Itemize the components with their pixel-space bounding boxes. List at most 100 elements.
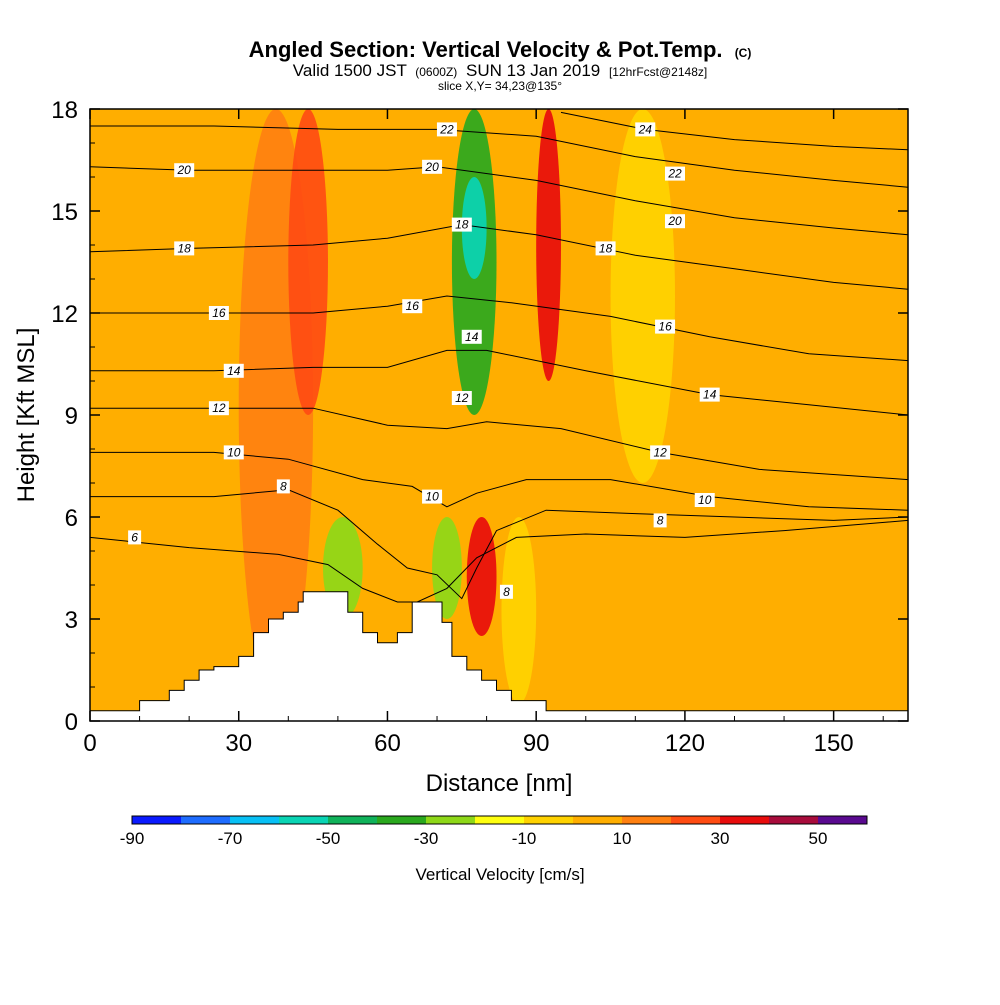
contour-label-bg-21 xyxy=(595,241,616,256)
colorbar-tick--10: -10 xyxy=(512,829,537,848)
contour-label-bg-6 xyxy=(174,241,195,256)
contour-label-1: 8 xyxy=(280,479,287,493)
colorbar-swatch-6 xyxy=(426,816,475,824)
subtitle-utc: (0600Z) xyxy=(415,65,457,79)
y-tick-label-12: 12 xyxy=(51,301,78,328)
colorbar-swatch-3 xyxy=(279,816,328,824)
title-main: Angled Section: Vertical Velocity & Pot.… xyxy=(249,37,723,62)
contour-label-16: 8 xyxy=(657,513,664,527)
subtitle-date: SUN 13 Jan 2019 xyxy=(466,61,600,80)
colorbar-tick--50: -50 xyxy=(316,829,341,848)
contour-label-bg-14 xyxy=(422,159,443,174)
x-axis: 0 30 60 90 120 150 xyxy=(83,109,884,757)
contour-label-4: 14 xyxy=(227,364,241,378)
contour-label-2: 10 xyxy=(227,445,241,459)
y-tick-label-3: 3 xyxy=(65,607,78,634)
y-axis-label: Height [Kft MSL] xyxy=(13,328,40,503)
subtitle-valid: Valid 1500 JST xyxy=(293,61,407,80)
y-axis: 0 3 6 9 12 15 18 xyxy=(51,97,908,736)
x-tick-label-0: 0 xyxy=(83,730,96,757)
contour-label-20: 16 xyxy=(658,320,672,334)
contour-label-13: 18 xyxy=(455,218,469,232)
isentrope-22 xyxy=(90,125,908,188)
isentrope-14 xyxy=(90,349,908,416)
contour-label-bg-18 xyxy=(650,445,671,460)
contour-label-bg-24 xyxy=(635,122,656,137)
colorbar-tick-30: 30 xyxy=(711,829,730,848)
y-tick-label-18: 18 xyxy=(51,97,78,124)
isentrope-20 xyxy=(90,166,908,236)
x-tick-label-30: 30 xyxy=(225,730,252,757)
velocity-cell-6 xyxy=(466,517,497,636)
contour-label-bg-16 xyxy=(653,513,667,528)
velocity-cell-5 xyxy=(461,177,487,279)
contour-label-24: 24 xyxy=(638,122,653,136)
slice-label: slice X,Y= 34,23@135° xyxy=(438,79,562,93)
x-tick-label-150: 150 xyxy=(814,730,854,757)
velocity-cell-8 xyxy=(501,517,537,704)
colorbar-tick-50: 50 xyxy=(809,829,828,848)
isentrope-18 xyxy=(90,224,908,290)
colorbar-swatch-5 xyxy=(377,816,426,824)
velocity-cell-1 xyxy=(288,109,328,415)
contour-label-7: 20 xyxy=(177,163,192,177)
contour-labels: 6 8 10 12 14 16 18 20 8 10 12 14 16 18 20 22 8 10 12 14 16 18… xyxy=(128,122,720,599)
terrain-profile xyxy=(90,591,908,721)
contour-label-21: 18 xyxy=(599,241,613,255)
y-tick-label-6: 6 xyxy=(65,505,78,532)
colorbar-swatch-7 xyxy=(475,816,524,824)
contour-label-bg-17 xyxy=(694,493,715,507)
colorbar-tick-10: 10 xyxy=(613,829,632,848)
contour-label-bg-19 xyxy=(699,387,720,402)
contour-label-10: 12 xyxy=(455,391,469,405)
contour-label-0: 6 xyxy=(131,530,138,544)
colorbar-swatch-10 xyxy=(622,816,671,824)
x-tick-label-90: 90 xyxy=(523,730,550,757)
contour-label-bg-15 xyxy=(436,122,457,137)
contour-label-bg-22 xyxy=(664,214,685,229)
y-tick-label-15: 15 xyxy=(51,199,78,226)
y-tick-label-9: 9 xyxy=(65,403,78,430)
colorbar-swatch-2 xyxy=(230,816,279,824)
isentrope-10 xyxy=(90,451,908,511)
contour-label-6: 18 xyxy=(178,241,192,255)
colorbar-swatch-1 xyxy=(181,816,230,824)
isentrope-12 xyxy=(90,407,908,481)
contour-label-18: 12 xyxy=(653,445,667,459)
colorbar-label: Vertical Velocity [cm/s] xyxy=(415,865,584,884)
colorbar-swatch-11 xyxy=(671,816,720,824)
contour-label-bg-11 xyxy=(461,329,482,344)
contour-label-5: 16 xyxy=(212,306,226,320)
terrain xyxy=(90,591,908,721)
colorbar-tick--30: -30 xyxy=(414,829,439,848)
colorbar-swatch-0 xyxy=(132,816,181,824)
contour-label-14: 20 xyxy=(424,160,439,174)
x-tick-label-60: 60 xyxy=(374,730,401,757)
colorbar-swatch-8 xyxy=(524,816,573,824)
isentrope-16 xyxy=(90,295,908,362)
contour-label-bg-8 xyxy=(499,584,513,599)
y-tick-label-0: 0 xyxy=(65,709,78,736)
contour-label-bg-3 xyxy=(208,401,229,416)
contour-label-22: 20 xyxy=(667,214,682,228)
x-axis-label: Distance [nm] xyxy=(426,770,573,797)
velocity-cell-7 xyxy=(536,109,561,381)
contour-label-bg-12 xyxy=(402,299,423,314)
colorbar-tick--70: -70 xyxy=(218,829,243,848)
colorbar-swatch-9 xyxy=(573,816,622,824)
colorbar-tick--90: -90 xyxy=(120,829,145,848)
contour-label-12: 16 xyxy=(406,299,420,313)
contour-label-15: 22 xyxy=(439,122,454,136)
colorbar: -90 -70 -50 -30 -10 10 30 50 xyxy=(120,815,868,848)
contour-label-17: 10 xyxy=(698,493,712,507)
contour-label-bg-1 xyxy=(276,479,290,494)
contour-label-23: 22 xyxy=(667,167,682,181)
contour-label-bg-2 xyxy=(223,445,244,460)
isentrope-6 xyxy=(90,519,908,603)
contour-label-19: 14 xyxy=(703,388,717,402)
chart-title: Angled Section: Vertical Velocity & Pot.… xyxy=(249,37,752,62)
contour-label-bg-10 xyxy=(451,391,472,405)
colorbar-swatch-13 xyxy=(769,816,818,824)
